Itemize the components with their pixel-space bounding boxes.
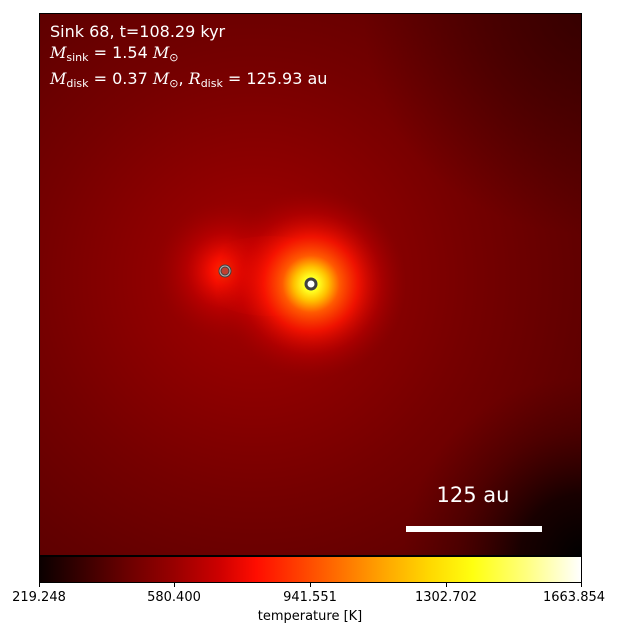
simulation-info: Sink 68, t=108.29 kyr Msink = 1.54 M⊙ Md… [50,21,327,94]
colorbar-tick [446,583,447,587]
sink-mass-line: Msink = 1.54 M⊙ [50,42,327,68]
separator: , [178,69,184,88]
mdisk-symbol: M [50,69,67,88]
msink-symbol: M [50,43,67,62]
colorbar [39,556,582,583]
rdisk-value: = 125.93 au [227,69,328,88]
msink-subscript: sink [66,51,89,64]
msun-symbol: M [152,43,170,62]
colorbar-label: temperature [K] [257,609,363,624]
msink-value: = 1.54 [93,43,148,62]
disk-line: Mdisk = 0.37 M⊙, Rdisk = 125.93 au [50,68,327,94]
mdisk-value: = 0.37 [93,69,148,88]
rdisk-subscript: disk [200,77,223,90]
colorbar-tick-label: 1663.854 [542,590,606,605]
scale-bar [406,526,542,532]
mdisk-subscript: disk [66,77,89,90]
colorbar-tick-label: 1302.702 [414,590,478,605]
scale-bar-label: 125 au [436,483,510,507]
rdisk-symbol: R [188,69,201,88]
sink-marker-primary [304,277,318,291]
mdisk-unit-subscript: ⊙ [169,77,179,90]
msun-subscript: ⊙ [169,51,179,64]
temperature-map-panel: Sink 68, t=108.29 kyr Msink = 1.54 M⊙ Md… [39,13,582,556]
sink-time-line: Sink 68, t=108.29 kyr [50,22,226,41]
colorbar-tick [39,583,40,587]
colorbar-tick [310,583,311,587]
colorbar-tick-label: 941.551 [283,590,337,605]
colorbar-tick [174,583,175,587]
colorbar-tick-label: 580.400 [147,590,201,605]
colorbar-tick-label: 219.248 [12,590,66,605]
colorbar-tick [581,583,582,587]
temperature-map [40,14,581,555]
mdisk-unit-symbol: M [152,69,170,88]
